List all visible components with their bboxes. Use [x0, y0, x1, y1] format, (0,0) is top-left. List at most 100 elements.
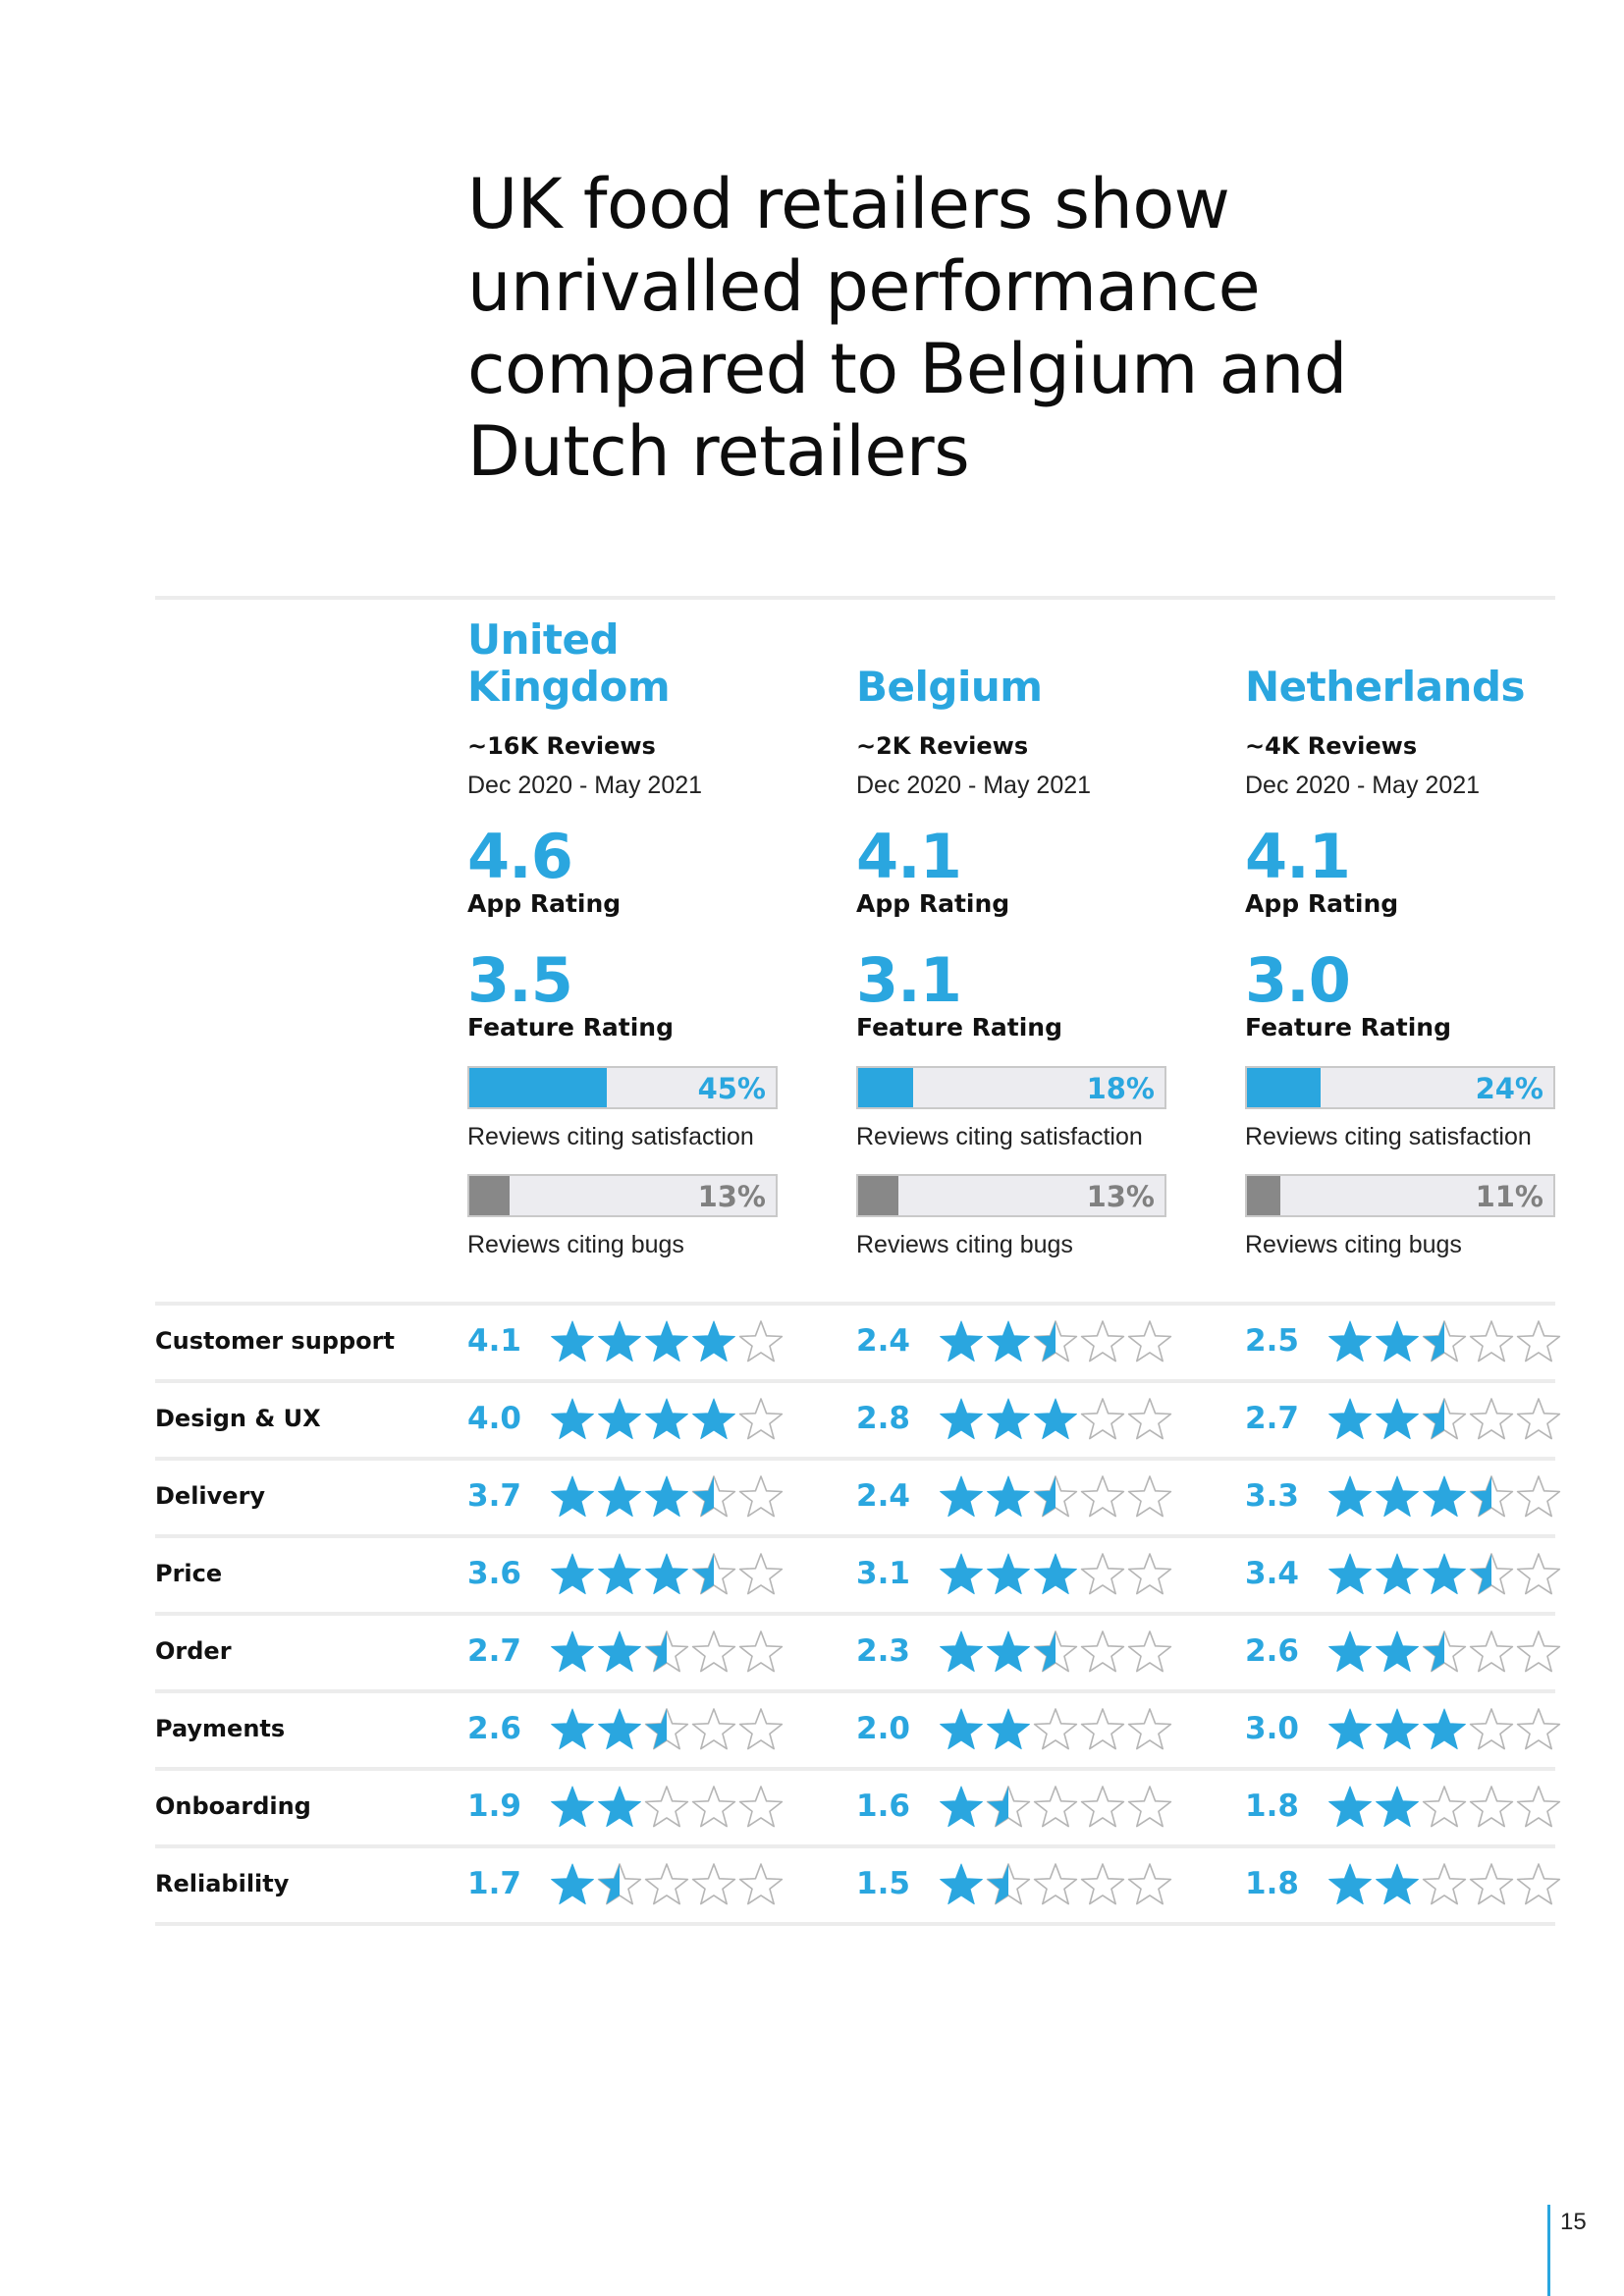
star-full-icon — [1376, 1863, 1419, 1905]
star-full-icon — [598, 1475, 641, 1518]
star-full-icon — [1376, 1475, 1419, 1518]
star-rating-graphic — [551, 1630, 784, 1673]
star-full-icon — [940, 1398, 983, 1440]
star-full-icon — [1376, 1630, 1419, 1673]
feature-rating-label: Feature Rating — [1245, 1013, 1451, 1041]
feature-score: 2.7 — [1245, 1401, 1299, 1436]
feature-score: 2.0 — [856, 1711, 910, 1746]
star-half-icon — [644, 1630, 689, 1673]
star-rating — [939, 1397, 1174, 1442]
feature-score: 3.3 — [1245, 1478, 1299, 1514]
star-full-icon — [551, 1475, 594, 1518]
star-half-icon — [1422, 1398, 1467, 1440]
star-empty-icon — [1516, 1398, 1561, 1440]
satisfaction-percent: 18% — [1086, 1072, 1155, 1105]
feature-rating-value: 3.5 — [467, 944, 573, 1016]
star-empty-icon — [1127, 1475, 1172, 1518]
satisfaction-caption: Reviews citing satisfaction — [1245, 1123, 1532, 1150]
star-rating-graphic — [551, 1553, 784, 1595]
feature-score: 3.4 — [1245, 1556, 1299, 1591]
table-row: Customer support 4.1 2.4 2.5 — [155, 1306, 1561, 1383]
review-count: ~4K Reviews — [1245, 732, 1418, 760]
star-half-icon — [986, 1863, 1031, 1905]
star-empty-icon — [691, 1786, 736, 1828]
table-row: Design & UX 4.0 2.8 2.7 — [155, 1383, 1561, 1461]
feature-score: 2.8 — [856, 1401, 910, 1436]
bugs-bar: 13% — [856, 1174, 1166, 1217]
star-rating — [550, 1397, 785, 1442]
star-rating-graphic — [1328, 1708, 1561, 1750]
star-full-icon — [940, 1320, 983, 1362]
star-empty-icon — [1127, 1320, 1172, 1362]
bugs-percent: 11% — [1475, 1180, 1543, 1213]
star-rating-graphic — [1328, 1398, 1561, 1440]
date-range: Dec 2020 - May 2021 — [467, 772, 703, 799]
star-empty-icon — [1080, 1320, 1125, 1362]
star-full-icon — [1423, 1553, 1466, 1595]
star-half-icon — [1469, 1553, 1514, 1595]
star-rating — [939, 1474, 1174, 1520]
star-rating — [1327, 1397, 1563, 1442]
bugs-caption: Reviews citing bugs — [856, 1231, 1073, 1258]
feature-score: 1.8 — [1245, 1866, 1299, 1901]
feature-label: Reliability — [155, 1870, 290, 1897]
app-rating-label: App Rating — [467, 889, 622, 918]
feature-score: 3.1 — [856, 1556, 910, 1591]
review-count: ~2K Reviews — [856, 732, 1029, 760]
star-empty-icon — [738, 1475, 784, 1518]
star-full-icon — [598, 1553, 641, 1595]
star-full-icon — [940, 1863, 983, 1905]
bugs-bar-fill — [469, 1176, 510, 1215]
table-row: Order 2.7 2.3 2.6 — [155, 1616, 1561, 1693]
star-full-icon — [987, 1398, 1030, 1440]
star-full-icon — [1376, 1320, 1419, 1362]
feature-label: Customer support — [155, 1327, 395, 1355]
star-full-icon — [692, 1398, 735, 1440]
star-empty-icon — [1469, 1320, 1514, 1362]
star-rating — [1327, 1319, 1563, 1364]
star-rating-graphic — [551, 1398, 784, 1440]
star-empty-icon — [738, 1786, 784, 1828]
satisfaction-percent: 24% — [1475, 1072, 1543, 1105]
star-full-icon — [1328, 1553, 1372, 1595]
bugs-bar: 13% — [467, 1174, 778, 1217]
star-rating-graphic — [940, 1553, 1172, 1595]
satisfaction-bar: 24% — [1245, 1066, 1555, 1109]
table-row: Delivery 3.7 2.4 3.3 — [155, 1461, 1561, 1538]
feature-label: Delivery — [155, 1482, 266, 1510]
star-empty-icon — [1080, 1630, 1125, 1673]
star-empty-icon — [738, 1398, 784, 1440]
star-full-icon — [645, 1320, 688, 1362]
star-rating — [939, 1862, 1174, 1907]
app-rating-label: App Rating — [856, 889, 1010, 918]
satisfaction-caption: Reviews citing satisfaction — [856, 1123, 1143, 1150]
star-empty-icon — [1080, 1708, 1125, 1750]
star-full-icon — [987, 1630, 1030, 1673]
satisfaction-bar-fill — [469, 1068, 608, 1107]
star-full-icon — [551, 1786, 594, 1828]
date-range: Dec 2020 - May 2021 — [1245, 772, 1481, 799]
bugs-bar-fill — [1247, 1176, 1281, 1215]
feature-score: 2.6 — [1245, 1633, 1299, 1669]
bugs-caption: Reviews citing bugs — [1245, 1231, 1462, 1258]
feature-rating-table: Customer support 4.1 2.4 2.5 Design & UX… — [155, 1306, 1561, 1926]
star-full-icon — [598, 1320, 641, 1362]
feature-label: Price — [155, 1560, 223, 1587]
star-full-icon — [1328, 1630, 1372, 1673]
star-half-icon — [691, 1475, 736, 1518]
star-empty-icon — [1033, 1708, 1078, 1750]
star-rating — [1327, 1862, 1563, 1907]
star-full-icon — [1328, 1863, 1372, 1905]
star-empty-icon — [1469, 1398, 1514, 1440]
page-number: 15 — [1560, 2209, 1587, 2235]
star-full-icon — [987, 1553, 1030, 1595]
satisfaction-bar-fill — [858, 1068, 914, 1107]
feature-score: 3.7 — [467, 1478, 521, 1514]
star-half-icon — [597, 1863, 642, 1905]
star-rating — [1327, 1474, 1563, 1520]
star-rating-graphic — [551, 1786, 784, 1828]
star-empty-icon — [1127, 1398, 1172, 1440]
app-rating-value: 4.6 — [467, 821, 573, 892]
star-full-icon — [1328, 1475, 1372, 1518]
bugs-bar-fill — [858, 1176, 898, 1215]
